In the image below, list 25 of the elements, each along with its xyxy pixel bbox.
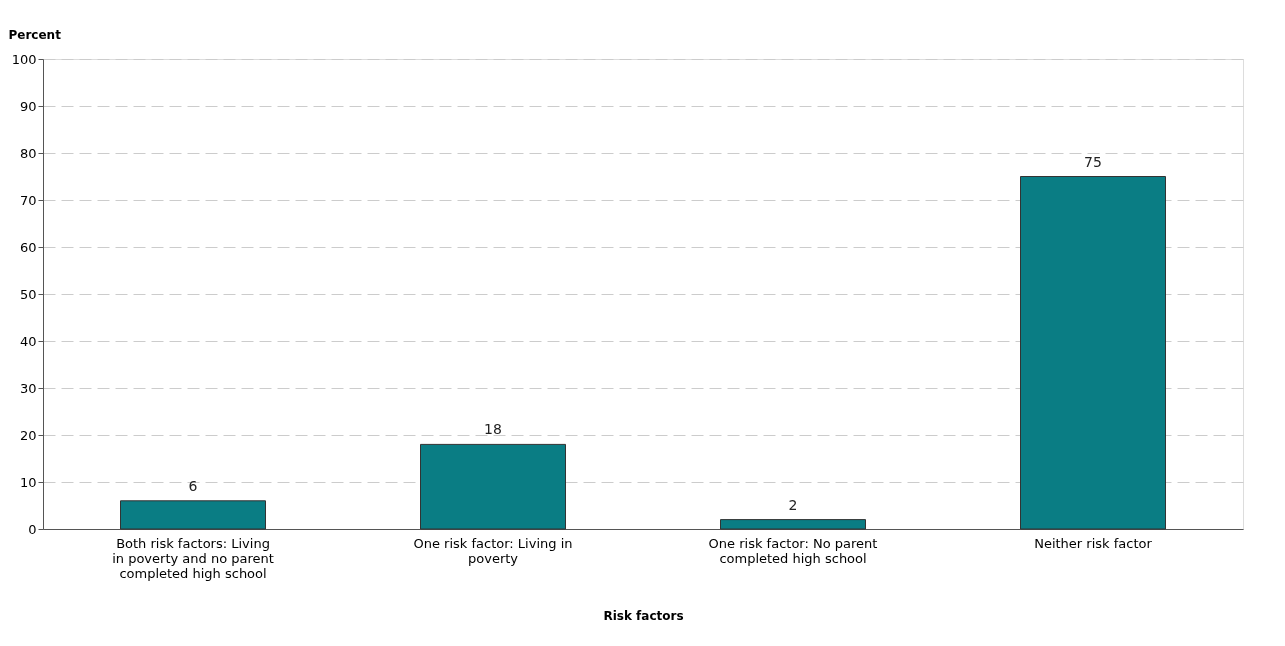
bar: [120, 500, 266, 530]
y-tick-label: 80: [19, 145, 37, 161]
y-tick-label: 40: [19, 333, 37, 349]
y-tick-label: 10: [19, 474, 37, 490]
y-tick-label: 60: [19, 239, 37, 255]
x-axis-title: Risk factors: [603, 608, 684, 623]
data-label: 6: [188, 477, 198, 494]
y-tick-label: 30: [19, 380, 37, 396]
x-tick-label: Neither risk factor: [1034, 535, 1153, 551]
data-label: 75: [1084, 153, 1102, 170]
data-label: 2: [788, 496, 798, 513]
bar: [1020, 176, 1166, 530]
y-tick-label: 50: [19, 286, 37, 302]
y-tick-label: 90: [19, 98, 37, 114]
bar: [720, 519, 866, 530]
x-tick-label: One risk factor: No parent completed high school: [708, 535, 878, 566]
y-tick-label: 20: [19, 427, 37, 443]
data-label: 18: [484, 421, 502, 438]
bar: [420, 443, 566, 530]
y-tick-label: 70: [19, 192, 37, 208]
y-tick-label: 100: [11, 51, 37, 67]
x-tick-label: One risk factor: Living in poverty: [413, 535, 573, 566]
y-axis-title: Percent: [8, 27, 62, 42]
y-tick-label: 0: [28, 521, 37, 537]
x-tick-label: Both risk factors: Living in poverty and no parent completed high school: [112, 535, 274, 581]
